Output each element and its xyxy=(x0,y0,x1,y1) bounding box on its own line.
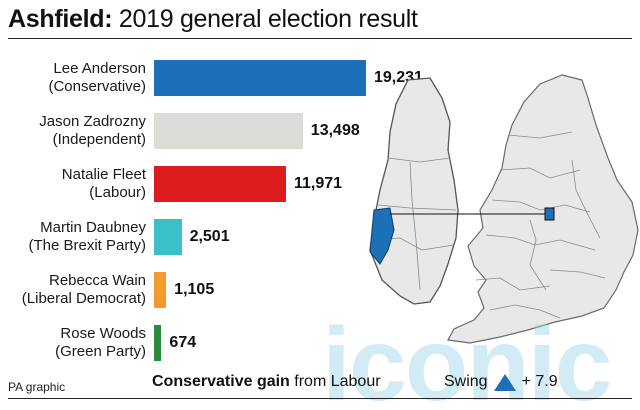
region-boundaries xyxy=(475,131,606,319)
swing-label: Swing xyxy=(444,373,488,390)
candidate-label: Rebecca Wain (Liberal Democrat) xyxy=(22,272,146,308)
gain-party: Conservative gain xyxy=(152,373,290,390)
constituency-map xyxy=(369,74,639,344)
swing-up-icon xyxy=(493,373,516,391)
result-bar xyxy=(154,113,303,149)
candidate-label: Lee Anderson (Conservative) xyxy=(48,60,146,96)
candidate-name: Lee Anderson xyxy=(53,60,146,77)
result-bar xyxy=(154,60,366,96)
locator-box xyxy=(544,207,555,221)
candidate-party: (Green Party) xyxy=(55,343,146,360)
candidate-name: Natalie Fleet xyxy=(61,166,146,183)
nottinghamshire-county xyxy=(369,77,459,305)
vote-count-label: 2,501 xyxy=(189,228,230,245)
candidate-name: Martin Daubney xyxy=(40,219,146,236)
swing-value: + 7.9 xyxy=(521,373,558,390)
candidate-label: Martin Daubney (The Brexit Party) xyxy=(28,219,146,255)
result-bar xyxy=(154,272,167,308)
vote-count-label: 674 xyxy=(169,334,197,351)
credit-label: PA graphic xyxy=(8,380,66,394)
vote-count-label: 13,498 xyxy=(310,122,360,139)
result-summary: Conservative gain from Labour xyxy=(152,373,381,391)
vote-count-label: 1,105 xyxy=(174,281,215,298)
swing-indicator: Swing + 7.9 xyxy=(444,373,558,391)
result-bar xyxy=(154,219,182,255)
candidate-name: Jason Zadrozny xyxy=(39,113,146,130)
title-constituency: Ashfield: xyxy=(8,5,113,33)
candidate-party: (Labour) xyxy=(89,184,146,201)
gain-from: from Labour xyxy=(289,373,381,390)
candidate-label: Rose Woods (Green Party) xyxy=(55,325,146,361)
ashfield-constituency xyxy=(369,207,395,265)
results-bar-chart: Lee Anderson (Conservative) 19,231 Jason Za… xyxy=(0,40,423,370)
footer-divider xyxy=(8,398,632,399)
result-bar xyxy=(154,325,162,361)
title-subtitle: 2019 general election result xyxy=(112,5,418,33)
candidate-party: (The Brexit Party) xyxy=(28,237,146,254)
result-bar xyxy=(154,166,286,202)
vote-count-label: 11,971 xyxy=(293,175,343,192)
page-title: Ashfield: 2019 general election result xyxy=(8,4,418,34)
candidate-party: (Independent) xyxy=(52,131,146,148)
candidate-name: Rebecca Wain xyxy=(49,272,146,289)
candidate-label: Jason Zadrozny (Independent) xyxy=(39,113,146,149)
candidate-party: (Liberal Democrat) xyxy=(21,290,146,307)
candidate-name: Rose Woods xyxy=(60,325,146,342)
candidate-label: Natalie Fleet (Labour) xyxy=(62,166,146,202)
candidate-party: (Conservative) xyxy=(48,78,146,95)
title-divider xyxy=(8,38,632,39)
